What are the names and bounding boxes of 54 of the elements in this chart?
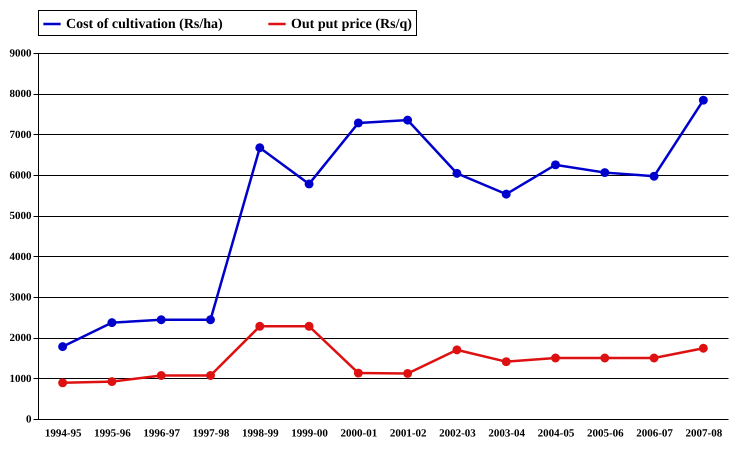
y-tick-label: 2000 <box>10 332 32 344</box>
y-tick-label: 0 <box>26 414 32 426</box>
legend-label: Cost of cultivation (Rs/ha) <box>66 17 224 32</box>
point <box>107 377 116 386</box>
point <box>551 160 560 170</box>
point <box>403 368 412 378</box>
point <box>650 172 659 181</box>
point <box>452 168 462 178</box>
point <box>600 354 610 362</box>
y-tick-label: 1000 <box>10 372 32 385</box>
x-tick-label: 1998-99 <box>242 428 280 440</box>
point <box>58 342 68 352</box>
point <box>156 371 166 380</box>
y-tick-label: 4000 <box>10 250 32 263</box>
point <box>107 318 116 328</box>
point <box>600 168 610 178</box>
point <box>551 354 560 362</box>
x-tick-label: 1996-97 <box>143 428 181 440</box>
legend-label: Out put price (Rs/q) <box>291 17 412 32</box>
point <box>255 143 264 152</box>
point <box>403 116 412 125</box>
point <box>206 371 215 380</box>
x-tick-label: 2004-05 <box>538 428 575 440</box>
point <box>156 315 166 324</box>
y-tick-label: 7000 <box>10 128 32 141</box>
x-tick-label: 1994-95 <box>44 428 82 440</box>
x-tick-label: 2002-03 <box>439 428 476 440</box>
x-tick-label: 2005-06 <box>586 428 624 440</box>
x-tick-label: 2003-04 <box>488 428 526 440</box>
y-tick-label: 6000 <box>10 170 32 182</box>
point <box>452 345 462 354</box>
point <box>354 368 363 378</box>
x-tick-label: 1997-98 <box>192 428 230 440</box>
point <box>304 322 314 331</box>
y-tick-label: 9000 <box>10 48 32 60</box>
x-tick-label: 2006-07 <box>636 428 674 440</box>
point <box>58 378 68 388</box>
point <box>698 96 708 105</box>
x-tick-label: 2000-01 <box>340 428 378 440</box>
x-tick-label: 1995-96 <box>94 428 132 440</box>
point <box>502 357 511 366</box>
y-tick-label: 8000 <box>10 88 32 100</box>
point <box>255 322 264 331</box>
point <box>206 315 215 324</box>
y-tick-label: 3000 <box>10 292 32 304</box>
y-tick-label: 5000 <box>10 210 32 222</box>
point <box>698 344 708 353</box>
point <box>304 179 314 188</box>
x-tick-label: 2001-02 <box>390 428 427 440</box>
x-tick-label: 2007-08 <box>686 428 723 440</box>
point <box>650 354 659 362</box>
point <box>354 118 363 128</box>
x-tick-label: 1999-00 <box>291 428 328 440</box>
point <box>502 190 511 199</box>
